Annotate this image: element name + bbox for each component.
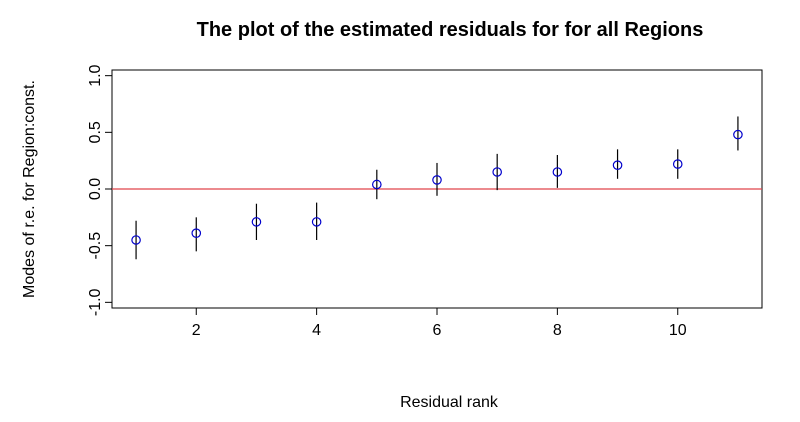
data-point (552, 167, 563, 177)
data-point (672, 159, 683, 169)
y-axis: -1.0 -0.5 0.0 0.5 1.0 (87, 64, 112, 316)
y-tick-label: 1.0 (87, 64, 104, 86)
y-axis-label: Modes of r.e. for Region:const. (21, 80, 38, 298)
y-tick-label: 0.0 (87, 178, 104, 200)
x-tick-label: 2 (192, 322, 201, 339)
data-point (372, 179, 382, 190)
x-tick-label: 4 (312, 322, 321, 339)
y-tick-label: 0.5 (87, 121, 104, 143)
data-point (612, 160, 623, 170)
x-tick-label: 10 (669, 322, 687, 339)
x-tick-label: 6 (433, 322, 442, 339)
data-point (311, 217, 322, 227)
y-tick-label: -0.5 (87, 232, 104, 260)
data-point (131, 235, 141, 245)
data-point (191, 228, 202, 238)
data-point (251, 217, 262, 227)
data-point (432, 175, 442, 185)
x-tick-label: 8 (553, 322, 562, 339)
x-axis: 2 4 6 8 10 (192, 308, 687, 339)
x-axis-label: Residual rank (400, 394, 499, 411)
chart-title: The plot of the estimated residuals for … (197, 19, 704, 41)
data-point (492, 167, 502, 177)
data-point (733, 129, 743, 140)
y-tick-label: -1.0 (87, 288, 104, 316)
data-marks (131, 116, 743, 260)
